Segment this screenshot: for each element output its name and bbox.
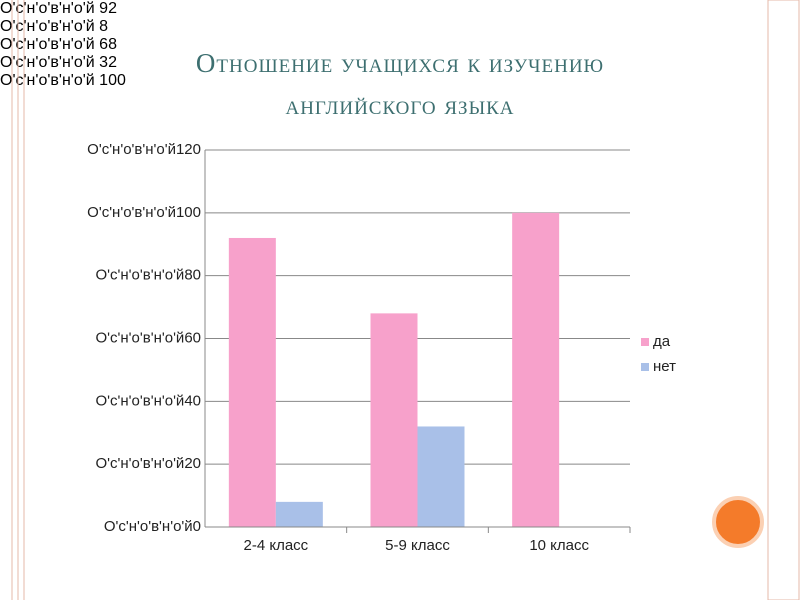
x-tick-label: 5-9 класс [385, 537, 450, 554]
legend-swatch [641, 338, 649, 346]
y-tick-label: O'с'н'о'в'н'о'й80 [96, 267, 202, 284]
chart-title: Отношение учащихся к изучению английског… [195, 48, 605, 120]
decor-frame [767, 0, 800, 600]
legend-label: да [653, 333, 671, 350]
data-label: O'с'н'о'в'н'о'й 92 [0, 0, 117, 17]
data-label: O'с'н'о'в'н'о'й 32 [0, 54, 117, 71]
x-tick-label: 2-4 класс [243, 537, 308, 554]
legend-swatch [641, 363, 649, 371]
y-tick-label: O'с'н'о'в'н'о'й0 [104, 518, 201, 535]
bar [228, 237, 276, 527]
y-tick-label: O'с'н'о'в'н'о'й60 [96, 329, 202, 346]
x-tick-label: 10 класс [529, 537, 589, 554]
data-label: O'с'н'о'в'н'о'й 100 [0, 72, 126, 89]
y-tick-label: O'с'н'о'в'н'о'й20 [96, 455, 202, 472]
y-tick-label: O'с'н'о'в'н'о'й40 [96, 392, 202, 409]
bar [512, 212, 560, 528]
bar [370, 313, 418, 527]
data-label: O'с'н'о'в'н'о'й 68 [0, 36, 117, 53]
bar [417, 426, 465, 527]
y-tick-label: O'с'н'о'в'н'о'й100 [87, 204, 201, 221]
decor-circle [712, 496, 764, 548]
y-tick-label: O'с'н'о'в'н'о'й120 [87, 141, 201, 158]
data-label: O'с'н'о'в'н'о'й 8 [0, 18, 109, 35]
legend-label: нет [653, 358, 676, 375]
bar [275, 501, 323, 527]
